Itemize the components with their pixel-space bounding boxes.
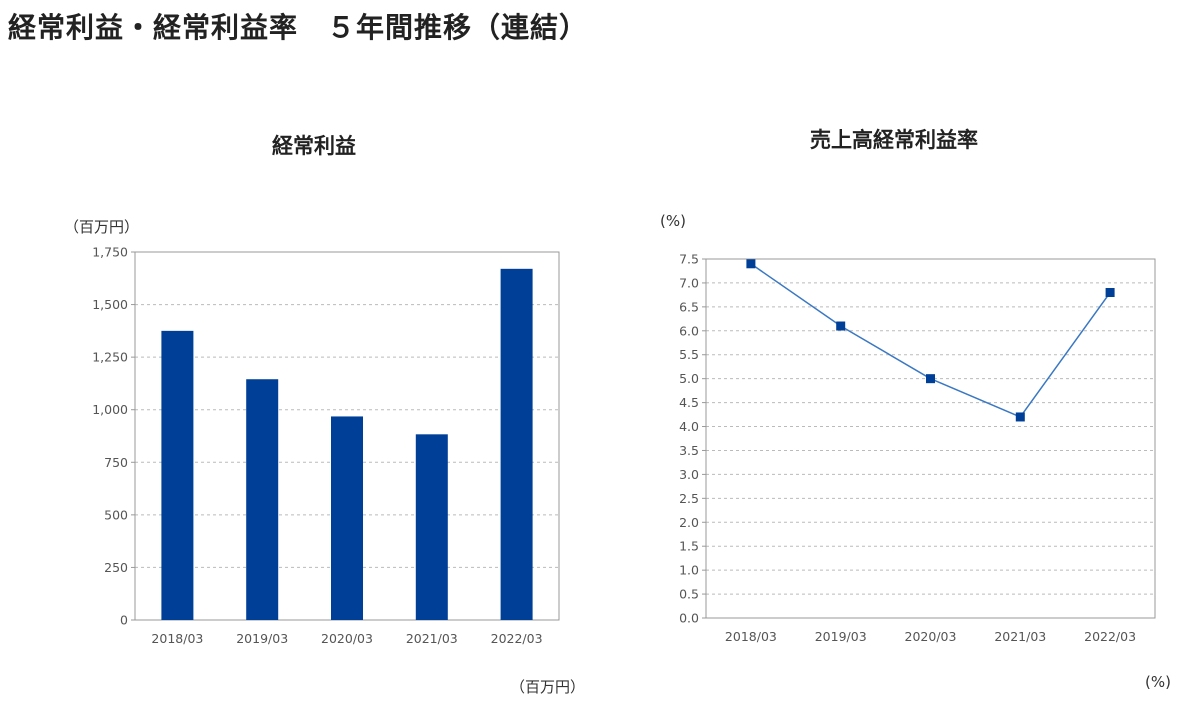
bar-chart-y-tick-label: 1,000 <box>92 402 128 417</box>
bar-chart-bar <box>246 379 279 620</box>
bar-chart-y-tick-label: 500 <box>104 507 128 522</box>
bar-chart-y-tick-label: 1,250 <box>92 350 128 365</box>
bar-chart-y-tick-label: 250 <box>104 560 128 575</box>
bar-chart-x-tick-label: 2019/03 <box>236 631 288 646</box>
line-chart-y-tick-label: 0.0 <box>679 611 699 626</box>
bar-chart-unit-top: （百万円） <box>64 218 140 236</box>
line-chart-point <box>926 374 935 384</box>
bar-chart-x-tick-label: 2020/03 <box>321 631 373 646</box>
line-chart-y-tick-label: 4.0 <box>679 419 699 434</box>
line-chart-unit-top: (%) <box>660 212 686 230</box>
bar-chart-bar <box>161 330 194 620</box>
line-chart-y-tick-label: 7.0 <box>679 275 699 290</box>
line-chart-point <box>1015 412 1025 422</box>
line-chart-title: 売上高経常利益率 <box>810 128 978 152</box>
bar-chart-unit-bottom: （百万円） <box>510 678 586 696</box>
bar-chart-x-tick-label: 2018/03 <box>151 631 203 646</box>
line-chart-y-tick-label: 3.0 <box>679 467 699 482</box>
line-chart-unit-bottom: (%) <box>1145 673 1171 691</box>
line-chart-x-tick-label: 2018/03 <box>725 629 777 644</box>
bar-chart-y-tick-label: 1,750 <box>92 245 128 260</box>
line-chart-plot-frame <box>705 258 1156 619</box>
bar-chart-bar <box>331 416 363 620</box>
line-chart-x-tick-label: 2022/03 <box>1084 629 1136 644</box>
line-chart-y-tick-label: 2.5 <box>679 491 699 506</box>
line-chart-y-tick-label: 6.0 <box>679 323 699 338</box>
bar-chart-y-tick-label: 1,500 <box>92 297 128 312</box>
bar-chart-y-tick-label: 0 <box>120 613 128 628</box>
line-chart-point <box>1105 288 1115 298</box>
line-chart-x-tick-label: 2019/03 <box>815 629 867 644</box>
line-chart-y-tick-label: 0.5 <box>679 587 699 602</box>
bar-chart-y-tick-label: 750 <box>104 455 128 470</box>
bar-chart-x-tick-label: 2021/03 <box>406 631 458 646</box>
line-chart-y-tick-label: 1.5 <box>679 539 699 554</box>
bar-chart-bar <box>415 434 448 620</box>
bar-chart-title: 経常利益 <box>272 134 356 158</box>
line-chart-point <box>746 259 756 269</box>
line-chart-y-tick-label: 5.5 <box>679 347 699 362</box>
page-title: 経常利益・経常利益率 ５年間推移（連結） <box>8 11 589 44</box>
line-chart-y-tick-label: 6.5 <box>679 299 699 314</box>
line-chart-y-tick-label: 3.5 <box>679 443 699 458</box>
line-chart-point <box>836 321 846 331</box>
line-chart-y-tick-label: 1.0 <box>679 563 699 578</box>
line-chart-y-tick-label: 7.5 <box>679 252 699 267</box>
bar-chart-x-tick-label: 2022/03 <box>491 631 543 646</box>
line-chart-y-tick-label: 4.5 <box>679 395 699 410</box>
line-chart-x-tick-label: 2021/03 <box>994 629 1046 644</box>
line-chart-x-tick-label: 2020/03 <box>905 629 957 644</box>
line-chart-y-tick-label: 5.0 <box>679 371 699 386</box>
bar-chart-bar <box>500 268 533 620</box>
line-chart-y-tick-label: 2.0 <box>679 515 699 530</box>
line-chart-series-line <box>750 263 1111 418</box>
